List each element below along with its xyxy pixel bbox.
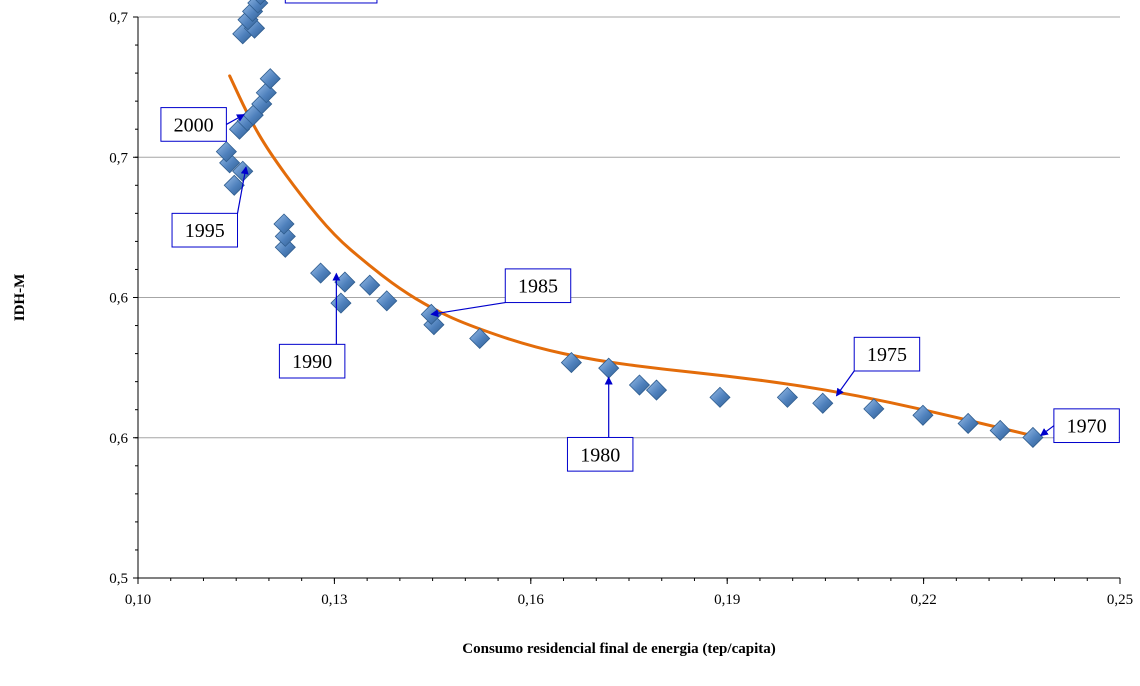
x-tick-label: 0,19 [714,592,740,608]
annotation-box [278,343,346,379]
data-point [247,0,269,14]
x-axis-title: Consumo residencial final de energia (te… [462,641,775,657]
data-point [1022,426,1044,449]
x-tick-label: 0,25 [1107,592,1133,608]
data-point [273,213,295,235]
tick-labels: 0,5 0,6 0,6 0,7 0,7 0,10 0,13 0,16 0,19 0,22 0,25 [109,10,1133,608]
x-tick-label: 0,22 [910,592,936,608]
annotation-box [566,436,634,472]
annotation-label: 1985 [518,276,558,298]
data-point [645,379,668,401]
data-point [957,412,979,435]
y-tick-label: 0,5 [109,571,128,587]
y-tick-label: 0,7 [109,150,128,166]
data-point [255,82,277,104]
data-point [776,386,798,408]
x-tick-label: 0,10 [125,592,151,608]
annotation-box [1053,408,1120,444]
data-point [423,314,445,336]
data-point [863,398,885,420]
annotations: 20052000199519901985198019751970 [160,0,1120,472]
annotation-box [284,0,378,4]
annotation-arrow [226,114,245,125]
data-point [274,236,296,258]
data-point [223,174,245,196]
y-tick-label: 0,7 [109,10,128,26]
annotation-box [853,336,921,372]
annotation-arrow [430,301,506,318]
data-point [469,327,491,350]
data-point [628,374,651,396]
data-point [334,271,356,293]
data-point [359,274,381,296]
data-point [376,290,398,312]
data-point [812,392,834,414]
y-tick-label: 0,6 [109,291,128,307]
data-point [560,352,582,374]
y-tick-label: 0,6 [109,431,128,447]
y-axis-title: IDH-M [12,274,28,322]
annotation-box [160,107,227,142]
data-point [989,419,1011,442]
annotation-box [171,212,239,248]
annotation-label: 1975 [867,344,907,366]
data-point [259,68,281,90]
data-point [310,262,332,284]
annotation-label: 1970 [1067,416,1107,438]
annotation-arrow [835,370,855,397]
annotation-label: 2000 [174,114,214,136]
x-tick-label: 0,16 [518,592,545,608]
data-point [709,386,731,408]
data-points [215,0,1044,449]
x-tick-label: 0,13 [321,592,347,608]
data-point [255,0,266,6]
annotation-label: 1995 [185,220,225,242]
annotation-box [504,268,572,304]
annotation-arrow [236,166,249,214]
annotation-label: 1980 [580,444,620,466]
annotation-label: 1990 [292,351,332,373]
data-point [330,292,352,314]
annotation-arrow [1039,425,1055,437]
data-point [274,225,296,247]
data-point [912,404,934,426]
data-point [215,141,237,163]
data-point [219,152,241,174]
